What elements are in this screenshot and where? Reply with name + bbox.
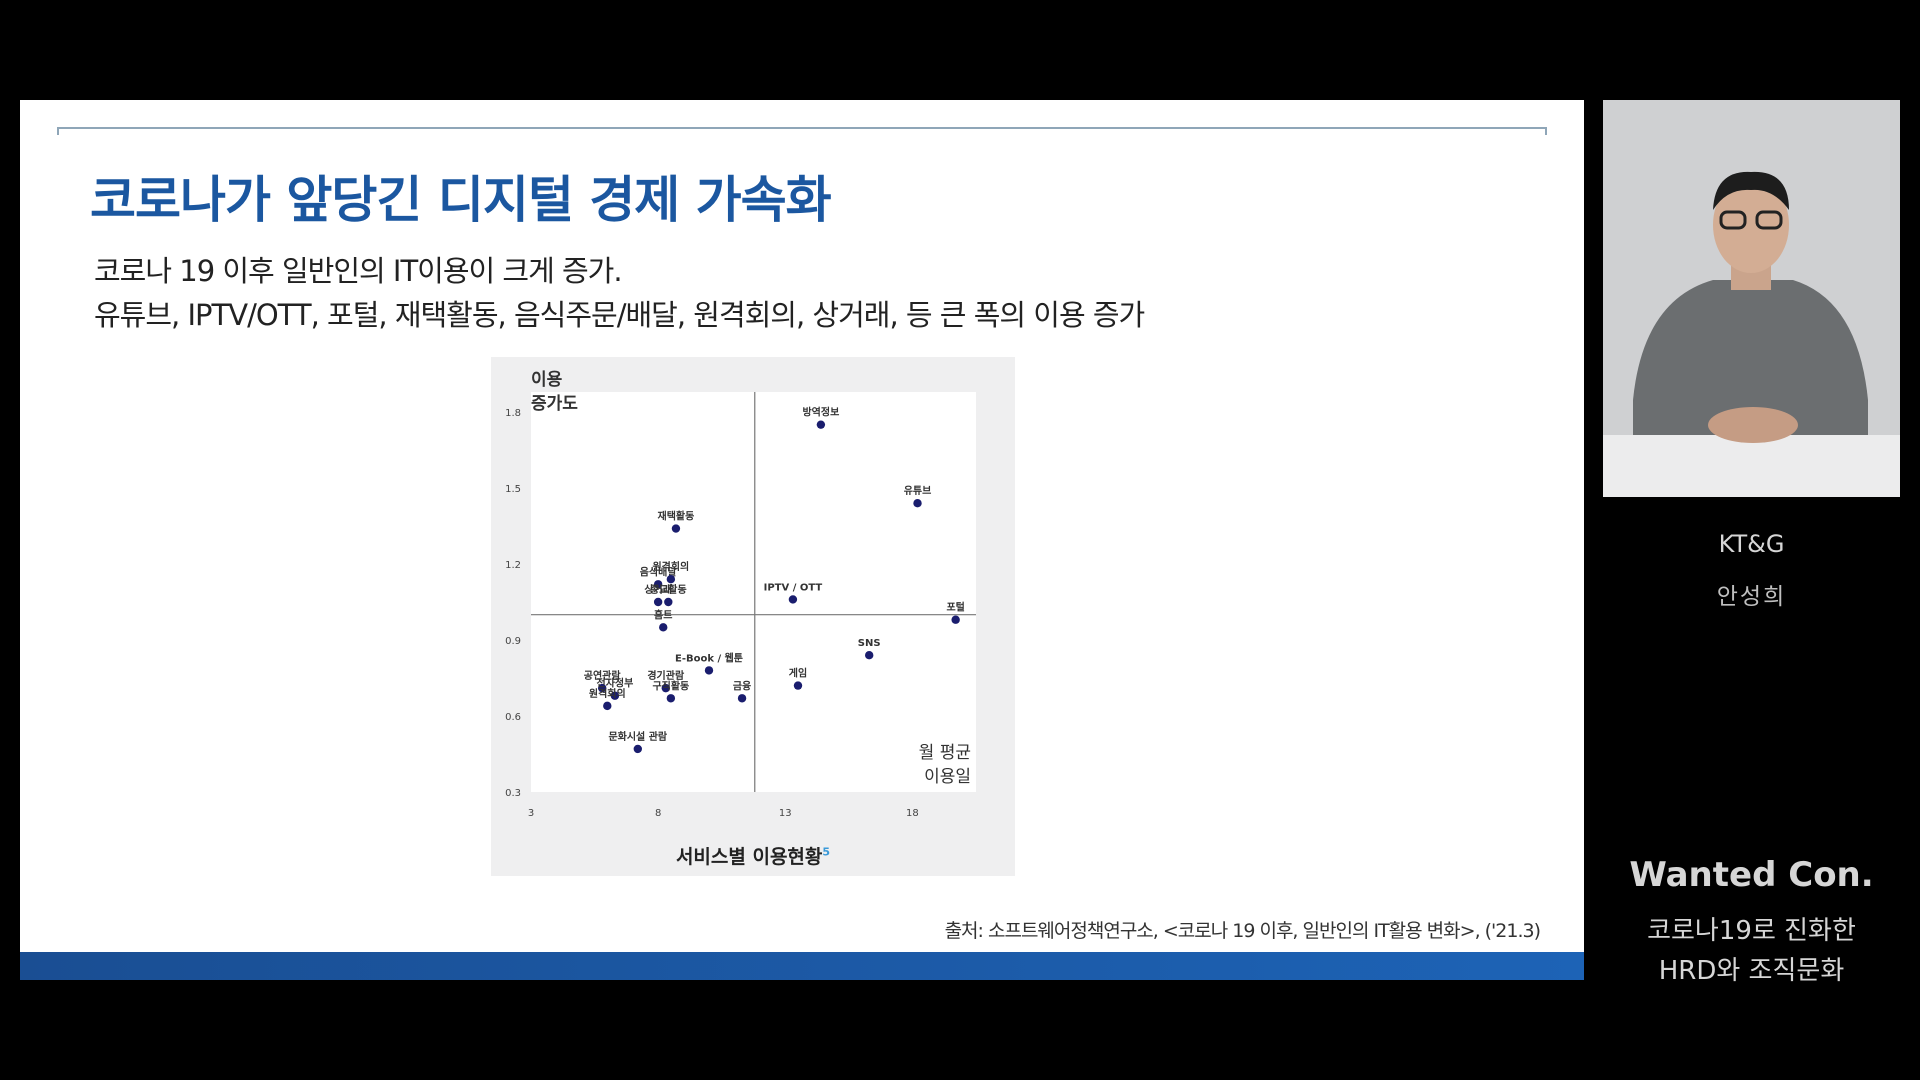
chart-title-text: 서비스별 이용현황 (675, 846, 823, 868)
data-point-label: 전자정부 (597, 677, 634, 690)
talk-title-line-1: 코로나19로 진화한 (1647, 916, 1856, 946)
talk-title-line-2: HRD와 조직문화 (1658, 956, 1845, 986)
data-point-label: IPTV / OTT (764, 582, 823, 593)
x-tick-label: 8 (655, 808, 661, 819)
data-point-label: 문화시설 관람 (608, 730, 667, 743)
data-point-label: 포털 (946, 602, 964, 614)
data-point-label: 경기관람 (647, 669, 685, 682)
x-axis-label-line-1: 월 평균 (919, 743, 971, 763)
data-point-label: 음식배달 (640, 565, 678, 578)
y-tick-label: 0.9 (505, 636, 521, 647)
y-tick-label: 1.8 (505, 408, 521, 419)
source-citation: 출처: 소프트웨어정책연구소, <코로나 19 이후, 일반인의 IT활용 변화… (944, 920, 1541, 942)
data-point (633, 744, 642, 754)
data-point (704, 666, 714, 675)
data-point (666, 575, 676, 584)
speaker-org: KT&G (1718, 530, 1785, 558)
data-point-label: 재택활동 (658, 510, 695, 523)
y-tick-label: 1.2 (505, 560, 521, 571)
scatter-chart: 이용 증가도 월 평균 이용일 3 8 13 18 0.3 0.6 0.9 1.2 1.5 1.8… (491, 357, 1015, 876)
slide: 코로나가 앞당긴 디지털 경제 가속화 코로나 19 이후 일반인의 IT이용이… (20, 100, 1584, 980)
data-point (653, 597, 663, 607)
y-tick-label: 1.5 (505, 484, 521, 495)
y-tick-label: 0.6 (505, 712, 521, 723)
data-point (793, 681, 803, 690)
data-point-label: 공연관람 (584, 669, 622, 682)
x-axis-label-line-2: 이용일 (924, 767, 971, 787)
data-point (598, 683, 607, 693)
slide-top-rule (57, 127, 1547, 135)
x-tick-label: 3 (528, 808, 534, 819)
data-point (659, 623, 668, 632)
data-point (816, 420, 826, 429)
x-tick-label: 13 (779, 808, 792, 819)
speaker-silhouette (1603, 100, 1900, 497)
data-point (951, 615, 960, 624)
slide-title: 코로나가 앞당긴 디지털 경제 가속화 (90, 171, 832, 229)
data-point-label: 종교활동 (650, 583, 687, 596)
data-point (788, 595, 798, 604)
data-point (666, 694, 676, 703)
data-point (610, 691, 620, 700)
data-point-label: 홈트 (654, 608, 672, 621)
speaker-name: 안성희 (1716, 584, 1787, 610)
data-point (671, 524, 681, 533)
chart-footnote-mark: 5 (822, 845, 831, 859)
data-point-label: 유튜브 (904, 485, 932, 497)
chart-svg: 이용 증가도 월 평균 이용일 3 8 13 18 0.3 0.6 0.9 1.2 1.5 1.8… (505, 370, 976, 819)
data-point-label: 게임 (789, 667, 807, 680)
slide-bottom-bar (20, 952, 1584, 980)
data-point (664, 597, 673, 607)
data-point-label: 상거래 (644, 583, 672, 596)
data-point-label: 구직활동 (652, 679, 689, 692)
data-point (661, 683, 670, 693)
data-point-label: SNS (858, 638, 881, 649)
data-point (653, 580, 663, 589)
plot-area (531, 392, 976, 792)
data-point-label: 원격회의 (652, 560, 689, 573)
data-point (913, 499, 922, 508)
data-point (737, 694, 747, 703)
subtitle-line-1: 코로나 19 이후 일반인의 IT이용이 크게 증가. (94, 254, 623, 288)
data-point-label: E-Book / 웹툰 (675, 651, 743, 664)
event-name: Wanted Con. (1629, 855, 1874, 895)
data-point-label: 방역정보 (802, 406, 839, 419)
x-tick-label: 18 (906, 808, 919, 819)
data-point (603, 701, 612, 711)
data-point-label: 금융 (733, 680, 751, 692)
chart-title: 서비스별 이용현황5 (491, 842, 1015, 869)
data-point-label: 원격회의 (589, 687, 626, 700)
y-axis-label-line-2: 증가도 (531, 394, 578, 414)
data-point (865, 651, 874, 660)
subtitle-line-2: 유튜브, IPTV/OTT, 포털, 재택활동, 음식주문/배달, 원격회의, … (94, 298, 1145, 332)
y-axis-label-line-1: 이용 (531, 370, 563, 390)
speaker-webcam (1603, 100, 1900, 497)
y-tick-label: 0.3 (505, 788, 521, 799)
